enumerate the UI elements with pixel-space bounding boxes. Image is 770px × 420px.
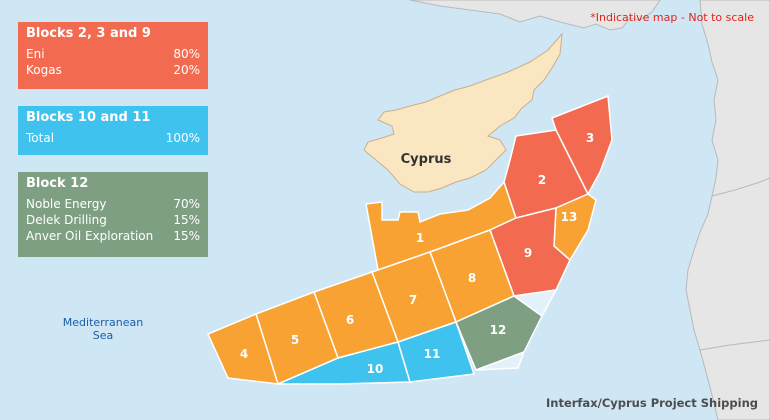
cyprus-island <box>363 32 563 193</box>
legend-block-12: Block 12 Noble Energy 70% Delek Drilling… <box>18 172 208 257</box>
block-11-shape <box>397 321 476 383</box>
legend-row: Noble Energy 70% <box>26 196 200 212</box>
company-name: Anver Oil Exploration <box>26 229 154 243</box>
company-name: Total <box>26 131 55 145</box>
source-credit: Interfax/Cyprus Project Shipping <box>546 396 758 410</box>
cyprus-label: Cyprus <box>401 152 452 167</box>
company-name: Kogas <box>26 63 62 77</box>
legend-title: Blocks 2, 3 and 9 <box>26 26 151 41</box>
block-2-label: 2 <box>538 173 546 187</box>
land-east <box>685 0 770 420</box>
block-9-label: 9 <box>524 246 532 260</box>
company-name: Eni <box>26 47 45 61</box>
legend-title: Blocks 10 and 11 <box>26 110 151 125</box>
land-east-border <box>699 177 770 351</box>
company-share: 20% <box>173 63 200 77</box>
block-7-label: 7 <box>409 293 417 307</box>
block-13-label: 13 <box>561 210 578 224</box>
block-12-label: 12 <box>490 323 507 337</box>
company-share: 15% <box>173 229 200 243</box>
legend-row: Total 100% <box>26 130 200 146</box>
land-north <box>409 0 661 31</box>
legend-row: Kogas 20% <box>26 62 200 78</box>
block-6-label: 6 <box>346 313 354 327</box>
legend-row: Eni 80% <box>26 46 200 62</box>
block-8-label: 8 <box>468 271 476 285</box>
company-share: 15% <box>173 213 200 227</box>
block-12-shape <box>455 295 543 371</box>
block-11-label: 11 <box>424 347 441 361</box>
legend-blocks-10-11: Blocks 10 and 11 Total 100% <box>18 106 208 155</box>
block-3-shape <box>551 94 613 196</box>
block-5-label: 5 <box>291 333 299 347</box>
legend-row: Anver Oil Exploration 15% <box>26 228 200 244</box>
legend-row: Delek Drilling 15% <box>26 212 200 228</box>
block-4-label: 4 <box>240 347 248 361</box>
company-share: 100% <box>165 131 200 145</box>
company-name: Delek Drilling <box>26 213 107 227</box>
legend-title: Block 12 <box>26 176 89 191</box>
company-share: 80% <box>173 47 200 61</box>
unassigned-area <box>475 289 558 371</box>
company-name: Noble Energy <box>26 197 107 211</box>
block-10-label: 10 <box>367 362 384 376</box>
block-3-label: 3 <box>586 131 594 145</box>
legend-blocks-2-3-9: Blocks 2, 3 and 9 Eni 80% Kogas 20% <box>18 22 208 89</box>
sea-label-line2: Sea <box>92 329 114 342</box>
sea-label: Mediterranean Sea <box>58 316 148 342</box>
block-1-label: 1 <box>416 231 424 245</box>
company-share: 70% <box>173 197 200 211</box>
scale-note: *Indicative map - Not to scale <box>590 11 754 24</box>
sea-label-line1: Mediterranean <box>62 316 144 329</box>
